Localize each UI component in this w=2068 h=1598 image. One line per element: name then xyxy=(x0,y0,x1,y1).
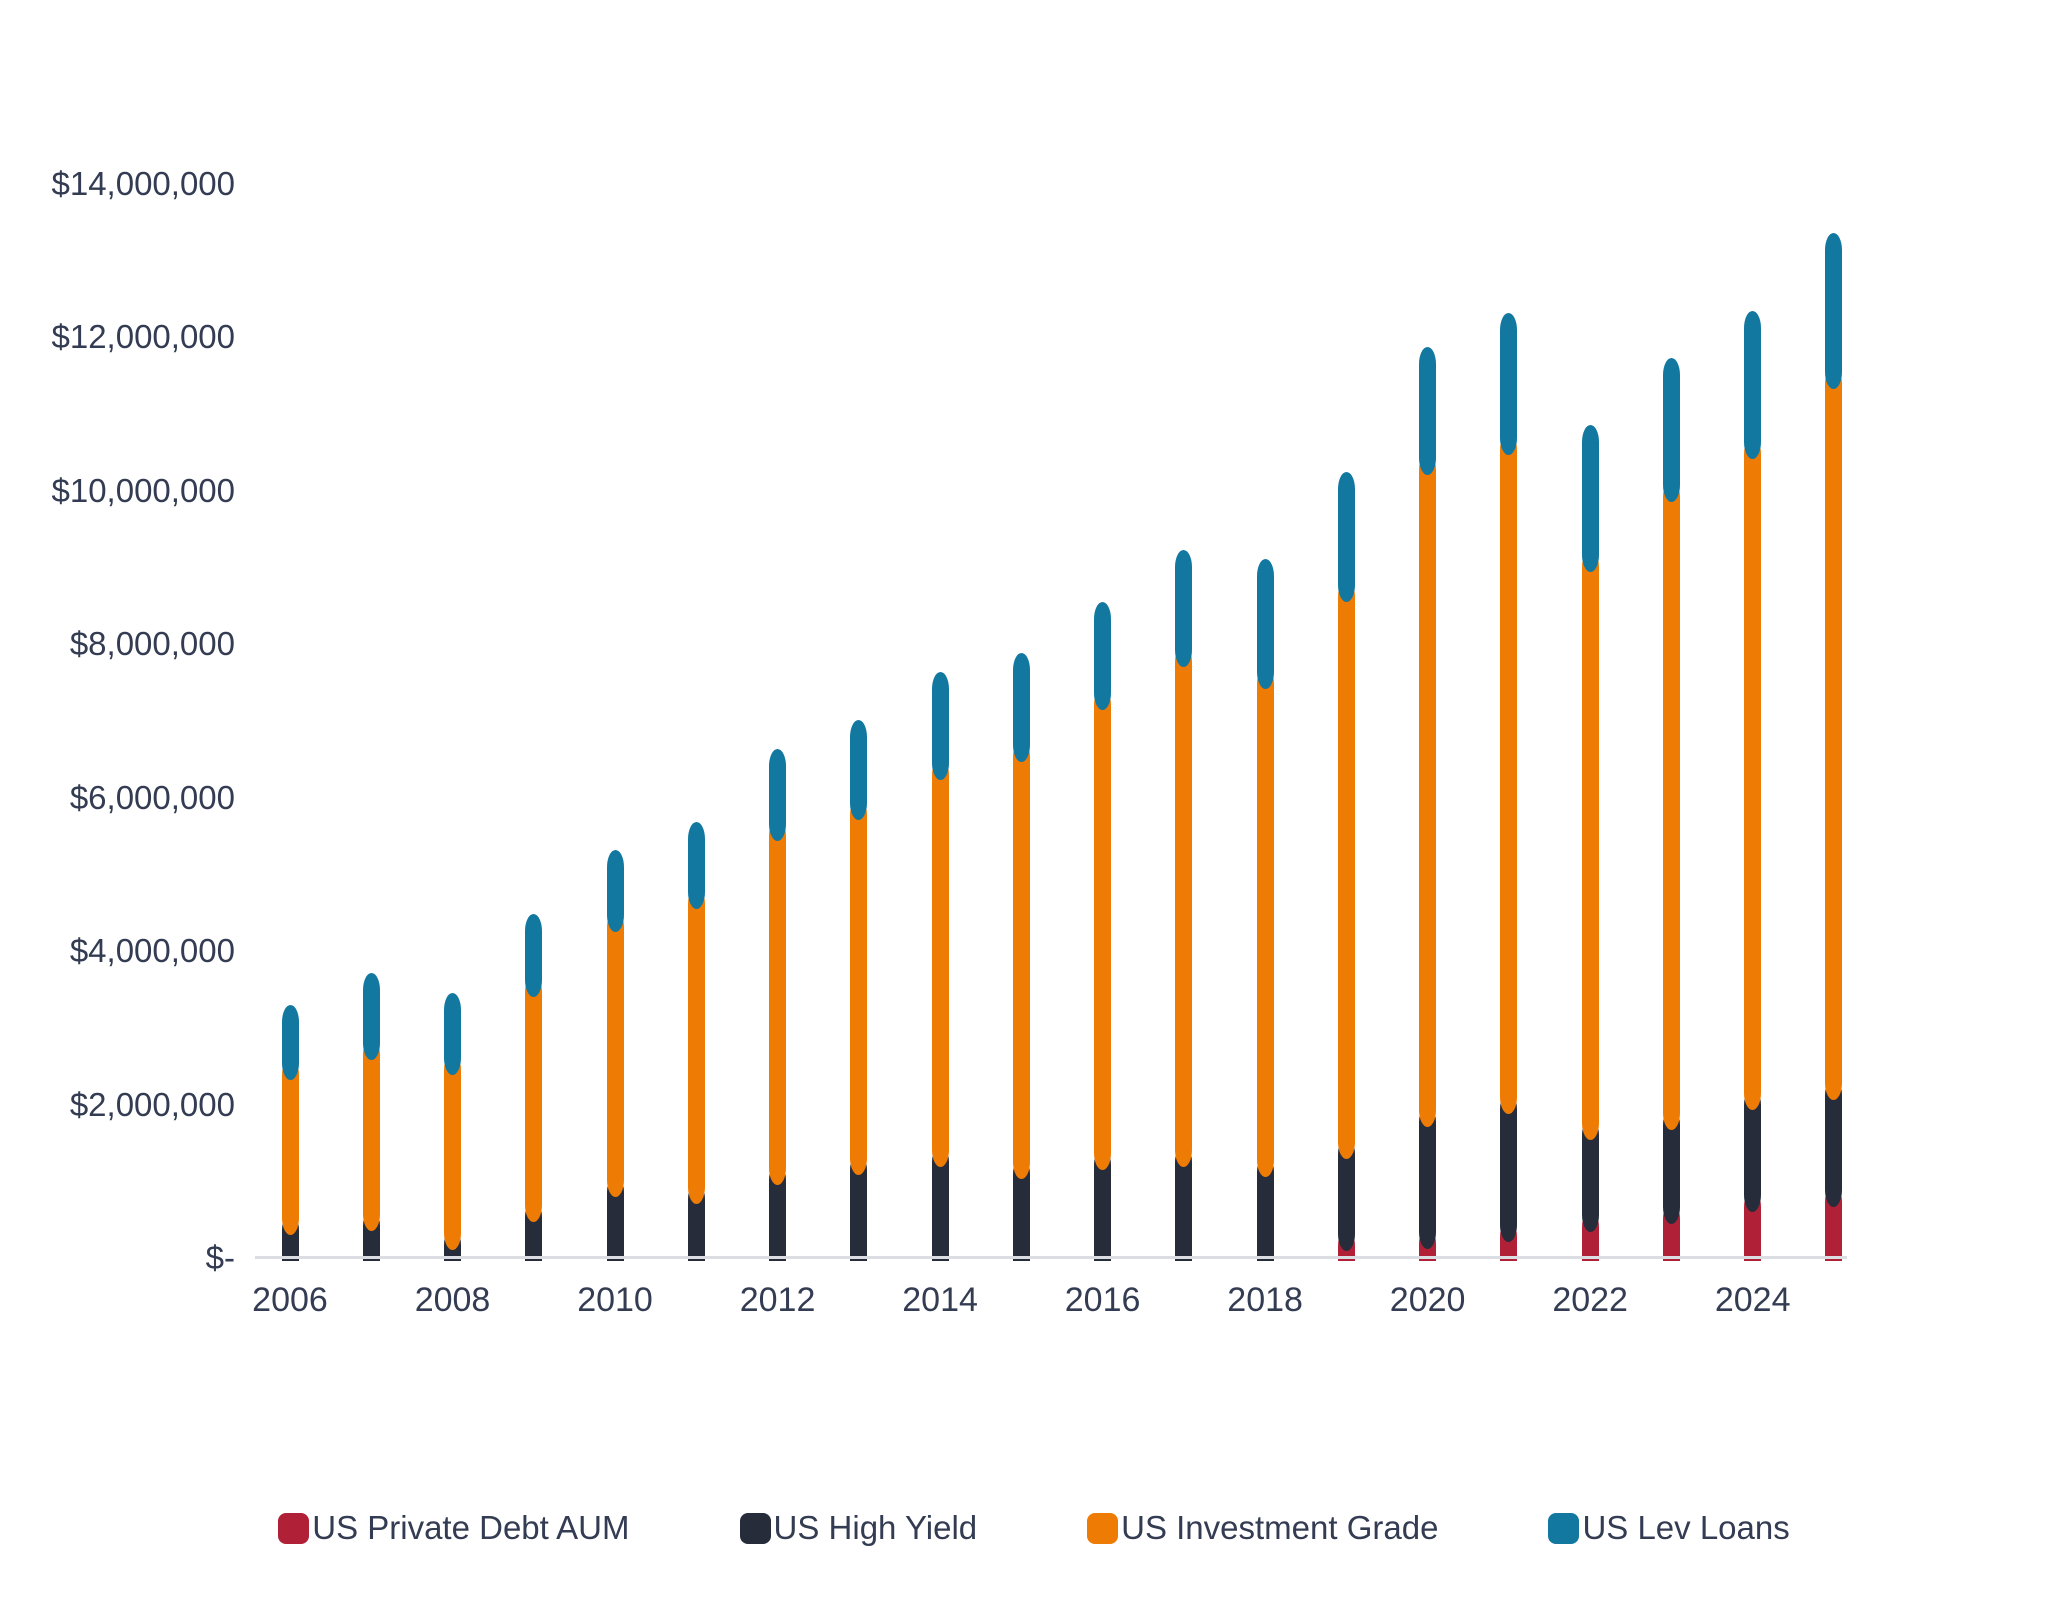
bar-segment-us-investment-grade-2025 xyxy=(1825,367,1843,1101)
bar-segment-us-investment-grade-2012 xyxy=(769,818,787,1186)
bar-segment-us-investment-grade-2013 xyxy=(850,798,868,1176)
legend-swatch-icon xyxy=(739,1512,771,1544)
x-axis-label: 2014 xyxy=(902,1281,978,1319)
legend-label: US High Yield xyxy=(773,1509,978,1546)
bar-segment-us-investment-grade-2010 xyxy=(606,910,624,1197)
bar-segment-us-investment-grade-2006 xyxy=(281,1057,299,1235)
bar-segment-us-lev-loans-2022 xyxy=(1581,424,1599,572)
bar-segment-us-investment-grade-2019 xyxy=(1337,579,1355,1160)
bar-segment-us-lev-loans-2007 xyxy=(362,973,380,1061)
bar-segment-us-lev-loans-2010 xyxy=(606,849,624,933)
y-axis-label: $4,000,000 xyxy=(69,932,235,970)
bar-segment-us-lev-loans-2016 xyxy=(1094,601,1112,710)
bar-segment-us-investment-grade-2023 xyxy=(1662,479,1680,1131)
y-axis-label: $14,000,000 xyxy=(51,165,235,202)
legend: US Private Debt AUM US High Yield US Inves… xyxy=(0,1510,2068,1546)
x-axis-label: 2010 xyxy=(577,1281,653,1319)
plot-area xyxy=(281,232,1843,1261)
bar-segment-us-investment-grade-2020 xyxy=(1419,453,1437,1128)
bar-segment-us-investment-grade-2008 xyxy=(444,1052,462,1250)
legend-swatch-icon xyxy=(278,1512,310,1544)
bar-segment-us-investment-grade-2022 xyxy=(1581,549,1599,1141)
bar-segment-us-lev-loans-2021 xyxy=(1500,312,1518,456)
x-axis-label: 2018 xyxy=(1227,1281,1303,1319)
bar-segment-us-lev-loans-2014 xyxy=(931,671,949,781)
bar-segment-us-investment-grade-2014 xyxy=(931,758,949,1167)
x-axis-label: 2008 xyxy=(414,1281,491,1319)
x-axis-label: 2024 xyxy=(1714,1281,1791,1319)
bar-segment-us-high-yield-2020 xyxy=(1419,1105,1437,1250)
bar-segment-us-lev-loans-2024 xyxy=(1744,310,1762,459)
bar-segment-us-high-yield-2015 xyxy=(1012,1157,1030,1261)
x-axis-label: 2016 xyxy=(1064,1281,1141,1319)
bar-segment-us-lev-loans-2017 xyxy=(1175,549,1193,667)
bar-segment-us-high-yield-2014 xyxy=(931,1145,949,1261)
y-axis-label: $12,000,000 xyxy=(51,318,235,356)
x-axis-label: 2020 xyxy=(1389,1281,1466,1319)
legend-label: US Private Debt AUM xyxy=(312,1509,630,1546)
legend-label: US Investment Grade xyxy=(1121,1509,1439,1546)
bar-segment-us-lev-loans-2013 xyxy=(850,720,868,821)
bar-segment-us-investment-grade-2016 xyxy=(1094,687,1112,1171)
legend-item-us-lev-loans: US Lev Loans xyxy=(1548,1509,1790,1546)
bar-segment-us-high-yield-2018 xyxy=(1256,1154,1274,1261)
bar-segment-us-lev-loans-2012 xyxy=(769,748,787,841)
bar-segment-us-high-yield-2010 xyxy=(606,1174,624,1261)
y-axis-label: $2,000,000 xyxy=(69,1085,235,1123)
y-axis-label: $10,000,000 xyxy=(51,471,235,509)
y-axis-label: $8,000,000 xyxy=(69,625,235,663)
bar-segment-us-high-yield-2013 xyxy=(850,1153,868,1261)
y-axis-label: $6,000,000 xyxy=(69,778,235,816)
bar-segment-us-lev-loans-2006 xyxy=(281,1005,299,1080)
bar-segment-us-lev-loans-2015 xyxy=(1012,653,1030,762)
bar-segment-us-high-yield-2023 xyxy=(1662,1108,1680,1224)
x-axis-label: 2012 xyxy=(739,1281,816,1319)
bar-segment-us-high-yield-2019 xyxy=(1337,1137,1355,1252)
legend-item-us-investment-grade: US Investment Grade xyxy=(1087,1510,1438,1546)
bar-segment-us-high-yield-2017 xyxy=(1175,1145,1193,1261)
y-axis-label: $- xyxy=(205,1239,235,1276)
x-axis-line xyxy=(255,1256,1847,1259)
legend-item-us-private-debt-aum: US Private Debt AUM xyxy=(278,1509,630,1546)
bar-segment-us-investment-grade-2007 xyxy=(362,1038,380,1232)
bar-segment-us-investment-grade-2015 xyxy=(1012,739,1030,1180)
bar-segment-us-lev-loans-2018 xyxy=(1256,558,1274,690)
legend-swatch-icon xyxy=(1548,1512,1580,1544)
x-axis-label: 2006 xyxy=(252,1281,328,1319)
bar-segment-us-investment-grade-2021 xyxy=(1500,433,1518,1115)
bar-segment-us-investment-grade-2009 xyxy=(525,975,543,1222)
legend-label: US Lev Loans xyxy=(1582,1509,1790,1546)
bar-segment-us-high-yield-2012 xyxy=(769,1163,787,1261)
bar-segment-us-lev-loans-2020 xyxy=(1419,347,1437,476)
x-axis-label: 2022 xyxy=(1552,1281,1628,1319)
bar-segment-us-high-yield-2016 xyxy=(1094,1148,1112,1261)
bar-segment-us-lev-loans-2009 xyxy=(525,913,543,998)
legend-item-us-high-yield: US High Yield xyxy=(739,1509,978,1546)
bar-segment-us-high-yield-2025 xyxy=(1825,1078,1843,1207)
bar-segment-us-high-yield-2022 xyxy=(1581,1118,1599,1233)
bar-segment-us-investment-grade-2011 xyxy=(687,887,705,1204)
bar-segment-us-lev-loans-2023 xyxy=(1662,357,1680,502)
bar-segment-us-high-yield-2024 xyxy=(1744,1087,1762,1213)
bar-segment-us-high-yield-2021 xyxy=(1500,1092,1518,1243)
bar-segment-us-lev-loans-2025 xyxy=(1825,232,1843,390)
legend-swatch-icon xyxy=(1087,1512,1119,1544)
bar-segment-us-investment-grade-2024 xyxy=(1744,436,1762,1110)
bar-segment-us-investment-grade-2018 xyxy=(1256,667,1274,1177)
bar-segment-us-lev-loans-2019 xyxy=(1337,472,1355,602)
bar-segment-us-lev-loans-2008 xyxy=(444,993,462,1075)
bar-segment-us-investment-grade-2017 xyxy=(1175,644,1193,1167)
bar-segment-us-lev-loans-2011 xyxy=(687,822,705,910)
